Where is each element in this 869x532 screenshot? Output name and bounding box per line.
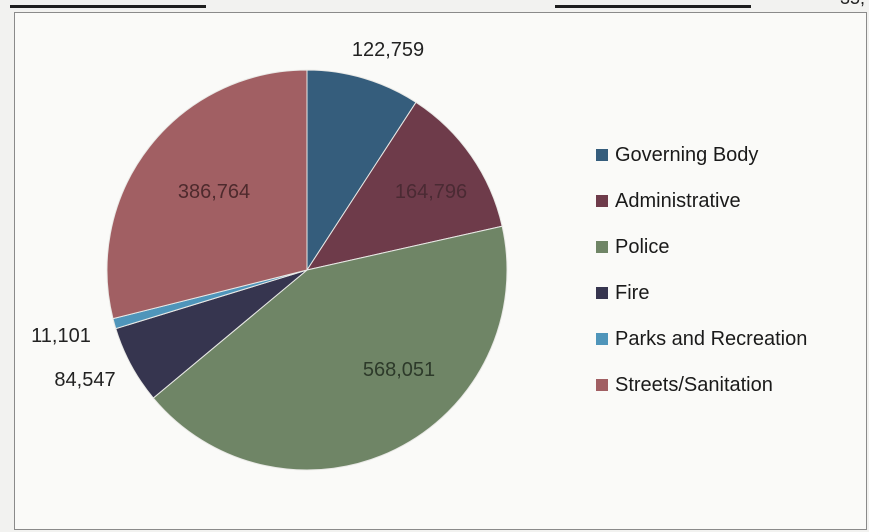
- legend-swatch-streets-sanitation: [596, 379, 608, 391]
- data-label-parks-and-recreation: 11,101: [31, 325, 91, 347]
- data-label-streets-sanitation: 386,764: [178, 181, 250, 203]
- legend-item-parks-and-recreation: Parks and Recreation: [596, 316, 807, 362]
- legend-item-streets-sanitation: Streets/Sanitation: [596, 362, 807, 408]
- legend-item-governing-body: Governing Body: [596, 132, 807, 178]
- data-label-fire: 84,547: [54, 369, 115, 391]
- pie-slice-streets-sanitation: [106, 69, 308, 320]
- chart-legend: Governing Body Administrative Police Fir…: [596, 132, 807, 408]
- legend-swatch-police: [596, 241, 608, 253]
- legend-swatch-administrative: [596, 195, 608, 207]
- top-rule-right: [555, 5, 751, 8]
- legend-label-administrative: Administrative: [615, 189, 741, 212]
- legend-swatch-parks-and-recreation: [596, 333, 608, 345]
- legend-label-police: Police: [615, 235, 670, 258]
- top-cut-off-number: 35,: [840, 0, 865, 9]
- legend-label-governing-body: Governing Body: [615, 143, 759, 166]
- top-rule-left: [10, 5, 206, 8]
- legend-label-parks-and-recreation: Parks and Recreation: [615, 327, 808, 350]
- data-label-police: 568,051: [363, 359, 435, 381]
- pie-slice-administrative: [305, 101, 503, 271]
- pie-slice-police: [152, 225, 508, 471]
- legend-item-fire: Fire: [596, 270, 807, 316]
- pie-slice-governing-body: [306, 69, 417, 272]
- legend-label-fire: Fire: [615, 281, 650, 304]
- top-edge-strip: 35,: [0, 0, 869, 10]
- legend-item-police: Police: [596, 224, 807, 270]
- legend-swatch-governing-body: [596, 149, 608, 161]
- legend-item-administrative: Administrative: [596, 178, 807, 224]
- legend-label-streets-sanitation: Streets/Sanitation: [615, 373, 773, 396]
- data-label-governing-body: 122,759: [352, 39, 424, 61]
- legend-swatch-fire: [596, 287, 608, 299]
- data-label-administrative: 164,796: [395, 181, 467, 203]
